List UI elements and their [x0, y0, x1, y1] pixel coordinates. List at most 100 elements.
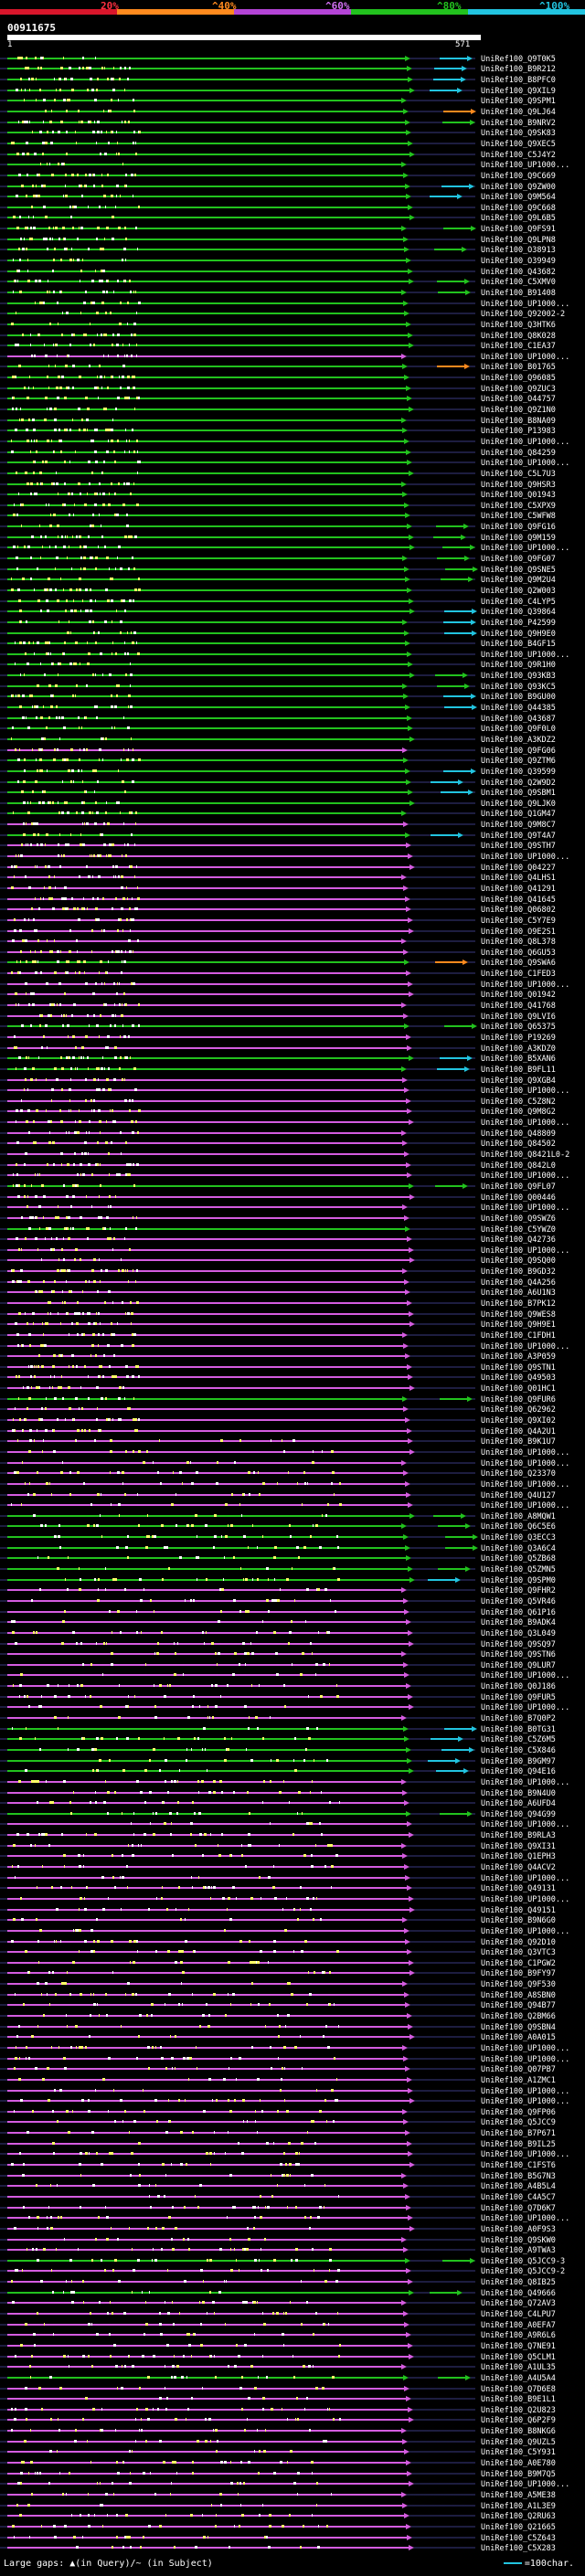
hit-label[interactable]: UniRef100_Q23370 [481, 1469, 556, 1479]
hit-label[interactable]: UniRef100_A0E780 [481, 2459, 556, 2468]
hit-label[interactable]: UniRef100_Q41645 [481, 896, 556, 905]
hit-label[interactable]: UniRef100_Q4LHS1 [481, 874, 556, 883]
hit-label[interactable]: UniRef100_Q41291 [481, 885, 556, 894]
hit-label[interactable]: UniRef100_Q9F0L0 [481, 725, 556, 734]
hit-label[interactable]: UniRef100_Q3L049 [481, 1629, 556, 1638]
hit-label[interactable]: UniRef100_C1EA37 [481, 342, 556, 351]
hit-label[interactable]: UniRef100_A1ZMC1 [481, 2076, 556, 2085]
hit-label[interactable]: UniRef100_UP1000... [481, 1501, 569, 1511]
hit-label[interactable]: UniRef100_A3KDZ2 [481, 736, 556, 745]
hit-label[interactable]: UniRef100_Q93KB3 [481, 672, 556, 681]
hit-label[interactable]: UniRef100_Q2W9D2 [481, 779, 556, 788]
hit-label[interactable]: UniRef100_Q49151 [481, 1906, 556, 1915]
hit-label[interactable]: UniRef100_A3P059 [481, 1352, 556, 1362]
hit-label[interactable]: UniRef100_Q9L6B5 [481, 214, 556, 223]
hit-label[interactable]: UniRef100_UP1000... [481, 1087, 569, 1096]
hit-label[interactable]: UniRef100_Q9ZTM6 [481, 757, 556, 766]
hit-label[interactable]: UniRef100_Q01943 [481, 491, 556, 500]
hit-label[interactable]: UniRef100_B9N4U0 [481, 1789, 556, 1798]
hit-label[interactable]: UniRef100_Q9STH7 [481, 842, 556, 851]
hit-label[interactable]: UniRef100_B91408 [481, 289, 556, 298]
hit-label[interactable]: UniRef100_Q1GM47 [481, 810, 556, 819]
hit-label[interactable]: UniRef100_Q04227 [481, 864, 556, 873]
hit-label[interactable]: UniRef100_UP1000... [481, 544, 569, 553]
hit-label[interactable]: UniRef100_Q92002-2 [481, 310, 565, 319]
hit-label[interactable]: UniRef100_UP1000... [481, 651, 569, 660]
hit-label[interactable]: UniRef100_UP1000... [481, 300, 569, 309]
hit-label[interactable]: UniRef100_Q9C669 [481, 172, 556, 181]
hit-label[interactable]: UniRef100_B9FL11 [481, 1065, 556, 1075]
hit-label[interactable]: UniRef100_Q49503 [481, 1373, 556, 1383]
hit-label[interactable]: UniRef100_C5Z8N2 [481, 1097, 556, 1107]
hit-label[interactable]: UniRef100_Q7D6E8 [481, 2385, 556, 2394]
hit-label[interactable]: UniRef100_Q6P2F9 [481, 2416, 556, 2425]
hit-label[interactable]: UniRef100_Q9SQ97 [481, 1640, 556, 1649]
hit-label[interactable]: UniRef100_Q9H9E1 [481, 1320, 556, 1330]
hit-label[interactable]: UniRef100_B8NA09 [481, 417, 556, 426]
hit-label[interactable]: UniRef100_O9E2S1 [481, 928, 556, 937]
hit-label[interactable]: UniRef100_B9E1L1 [481, 2395, 556, 2404]
hit-label[interactable]: UniRef100_C5Y7E9 [481, 917, 556, 926]
hit-label[interactable]: UniRef100_UP1000... [481, 1203, 569, 1213]
hit-label[interactable]: UniRef100_C4LYP5 [481, 598, 556, 607]
hit-label[interactable]: UniRef100_Q07PB7 [481, 2065, 556, 2074]
hit-label[interactable]: UniRef100_C4LPU7 [481, 2310, 556, 2319]
hit-label[interactable]: UniRef100_Q9LPN8 [481, 236, 556, 245]
hit-label[interactable]: UniRef100_Q9FG07 [481, 555, 556, 564]
hit-label[interactable]: UniRef100_C5XPX9 [481, 502, 556, 511]
hit-label[interactable]: UniRef100_C1FDH1 [481, 1331, 556, 1341]
hit-label[interactable]: UniRef100_Q9LVI6 [481, 1012, 556, 1022]
hit-label[interactable]: UniRef100_Q62962 [481, 1405, 556, 1415]
hit-label[interactable]: UniRef100_C5J4Y2 [481, 151, 556, 160]
hit-label[interactable]: UniRef100_UP1000... [481, 161, 569, 170]
hit-label[interactable]: UniRef100_Q9SKW0 [481, 2236, 556, 2245]
hit-label[interactable]: UniRef100_UP1000... [481, 2055, 569, 2064]
hit-label[interactable]: UniRef100_A0A015 [481, 2033, 556, 2042]
hit-label[interactable]: UniRef100_Q84502 [481, 1140, 556, 1149]
hit-label[interactable]: UniRef100_B0TG31 [481, 1725, 556, 1734]
hit-label[interactable]: UniRef100_Q9FUR5 [481, 1693, 556, 1702]
hit-label[interactable]: UniRef100_A5ME38 [481, 2491, 556, 2500]
hit-label[interactable]: UniRef100_C1FST6 [481, 2161, 556, 2170]
hit-label[interactable]: UniRef100_P13983 [481, 427, 556, 436]
hit-label[interactable]: UniRef100_O39949 [481, 257, 556, 266]
hit-label[interactable]: UniRef100_Q92D10 [481, 1938, 556, 1947]
hit-label[interactable]: UniRef100_Q9M8C7 [481, 821, 556, 830]
hit-label[interactable]: UniRef100_O44757 [481, 395, 556, 404]
hit-label[interactable]: UniRef100_C5YWZ0 [481, 1225, 556, 1235]
hit-label[interactable]: UniRef100_A0EFA7 [481, 2321, 556, 2330]
hit-label[interactable]: UniRef100_A6UFD4 [481, 1799, 556, 1808]
hit-label[interactable]: UniRef100_Q9LJK0 [481, 800, 556, 809]
hit-label[interactable]: UniRef100_Q9XI31 [481, 1842, 556, 1851]
hit-label[interactable]: UniRef100_Q9R1H0 [481, 661, 556, 670]
hit-label[interactable]: UniRef100_Q9FHR2 [481, 1586, 556, 1595]
hit-label[interactable]: UniRef100_Q9HSR3 [481, 481, 556, 490]
hit-label[interactable]: UniRef100_UP1000... [481, 2150, 569, 2159]
hit-label[interactable]: UniRef100_Q9XIL9 [481, 87, 556, 96]
hit-label[interactable]: UniRef100_Q9SQ00 [481, 1256, 556, 1266]
hit-label[interactable]: UniRef100_Q3HTK6 [481, 321, 556, 330]
hit-label[interactable]: UniRef100_Q5CLM1 [481, 2353, 556, 2362]
hit-label[interactable]: UniRef100_B9FY97 [481, 1969, 556, 1978]
hit-label[interactable]: UniRef100_UP1000... [481, 1820, 569, 1829]
hit-label[interactable]: UniRef100_B5G7N3 [481, 2172, 556, 2181]
hit-label[interactable]: UniRef100_Q9SWZ6 [481, 1214, 556, 1224]
hit-label[interactable]: UniRef100_Q2BM66 [481, 2012, 556, 2021]
hit-label[interactable]: UniRef100_Q61P16 [481, 1608, 556, 1617]
hit-label[interactable]: UniRef100_Q3A6C4 [481, 1544, 556, 1553]
hit-label[interactable]: UniRef100_Q5ZB68 [481, 1554, 556, 1564]
hit-label[interactable]: UniRef100_Q9ZW00 [481, 183, 556, 192]
hit-label[interactable]: UniRef100_B8NKG6 [481, 2427, 556, 2436]
hit-label[interactable]: UniRef100_A0F9S3 [481, 2225, 556, 2234]
hit-label[interactable]: UniRef100_Q6GU53 [481, 949, 556, 958]
hit-label[interactable]: UniRef100_B9GM97 [481, 1757, 556, 1766]
hit-label[interactable]: UniRef100_Q9FL07 [481, 1182, 556, 1192]
hit-label[interactable]: UniRef100_UP1000... [481, 853, 569, 862]
hit-label[interactable]: UniRef100_Q9SWA6 [481, 959, 556, 968]
hit-label[interactable]: UniRef100_Q49131 [481, 1884, 556, 1893]
hit-label[interactable]: UniRef100_C5Y931 [481, 2448, 556, 2457]
hit-label[interactable]: UniRef100_Q9LUR7 [481, 1661, 556, 1670]
hit-label[interactable]: UniRef100_B9M7Q5 [481, 2470, 556, 2479]
hit-label[interactable]: UniRef100_UP1000... [481, 353, 569, 362]
hit-label[interactable]: UniRef100_A4B5L4 [481, 2182, 556, 2191]
